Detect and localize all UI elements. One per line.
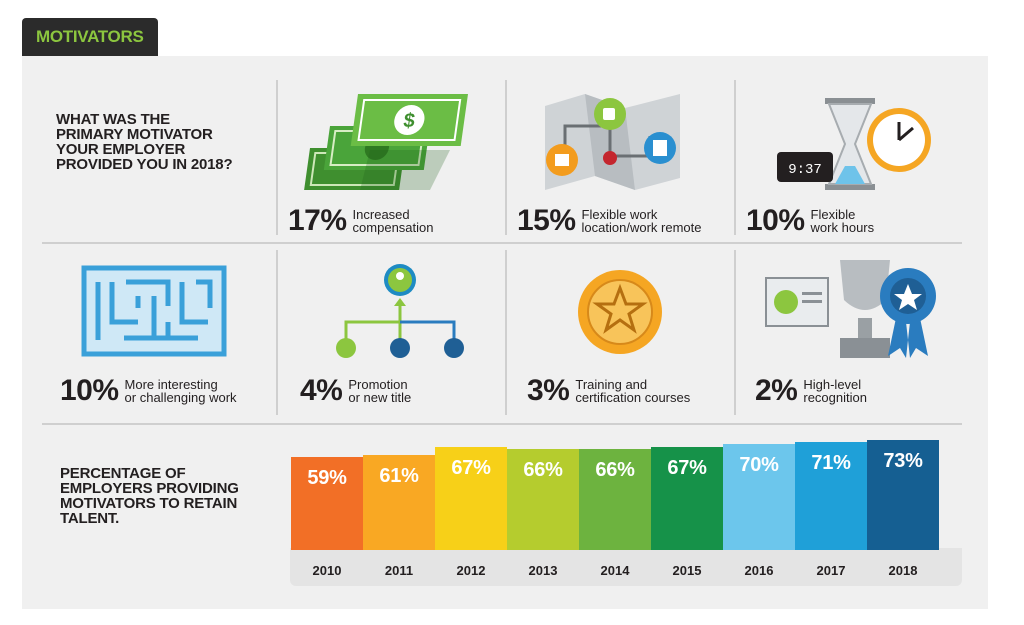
bar-2011: 61% (363, 454, 435, 550)
clock-hourglass-icon: 9:37 (777, 98, 931, 190)
year-tick-label: 2010 (312, 563, 342, 578)
stat-item: 3% Training and certification courses (527, 376, 690, 406)
chart-baseline-strip (290, 548, 962, 586)
stat-item: 17% Increased compensation (288, 206, 434, 236)
section-tag-label: MOTIVATORS (36, 27, 144, 46)
stat-item: 2% High-level recognition (755, 376, 867, 406)
stat-percent: 3% (527, 374, 570, 407)
section-tag: MOTIVATORS (22, 18, 158, 56)
column-divider (734, 80, 736, 235)
bar-value-label: 66% (523, 458, 563, 481)
svg-text:9:37: 9:37 (788, 162, 822, 178)
year-tick-label: 2016 (744, 563, 774, 578)
money-icon: $ (304, 94, 468, 190)
year-tick-label: 2014 (600, 563, 630, 578)
bar-2013: 66% (507, 448, 579, 550)
stat-label: Training and certification courses (575, 377, 691, 405)
year-tick-label: 2015 (672, 563, 702, 578)
stat-label: More interesting or challenging work (124, 377, 237, 405)
stat-percent: 4% (300, 374, 343, 407)
column-divider (734, 250, 736, 415)
stat-item: 4% Promotion or new title (300, 376, 411, 406)
stat-percent: 10% (746, 204, 805, 237)
year-tick-label: 2017 (816, 563, 846, 578)
stat-percent: 10% (60, 374, 119, 407)
maze-icon (81, 265, 227, 357)
bar-value-label: 67% (451, 457, 491, 480)
year-tick-label: 2011 (384, 563, 414, 578)
year-tick-label: 2012 (456, 563, 486, 578)
column-divider (505, 250, 507, 415)
stat-item: 10% Flexible work hours (746, 206, 874, 236)
row-divider (42, 423, 962, 425)
bar-2017: 71% (795, 442, 867, 550)
year-tick-label: 2013 (528, 563, 558, 578)
bar-value-label: 61% (379, 464, 419, 487)
medal-icon (578, 270, 662, 354)
map-icon (545, 94, 680, 190)
bar-2015: 67% (651, 447, 723, 550)
stat-percent: 2% (755, 374, 798, 407)
stat-label: Promotion or new title (348, 377, 412, 405)
bar-value-label: 71% (811, 452, 851, 475)
stat-percent: 17% (288, 204, 347, 237)
stat-label: Flexible work hours (810, 207, 875, 235)
bar-value-label: 67% (667, 457, 707, 480)
bar-value-label: 66% (595, 458, 635, 481)
column-divider (505, 80, 507, 235)
svg-text:$: $ (402, 110, 416, 132)
stat-label: Increased compensation (352, 207, 434, 235)
stat-label: High-level recognition (803, 377, 867, 405)
promotion-tree-icon (336, 264, 464, 358)
column-divider (276, 80, 278, 235)
bar-2016: 70% (723, 443, 795, 550)
bar-value-label: 73% (883, 450, 923, 472)
bar-2010: 59% (291, 457, 363, 550)
bar-value-label: 59% (307, 467, 347, 490)
stat-item: 15% Flexible work location/work remote (517, 206, 702, 236)
chart-title: PERCENTAGE OF EMPLOYERS PROVIDING MOTIVA… (60, 465, 239, 527)
bar-2012: 67% (435, 447, 507, 550)
bar-2018: 73% (867, 440, 939, 550)
stat-item: 10% More interesting or challenging work (60, 376, 237, 406)
year-tick-label: 2018 (888, 563, 918, 578)
trophy-icon (765, 260, 936, 358)
survey-question: WHAT WAS THE PRIMARY MOTIVATOR YOUR EMPL… (56, 111, 233, 173)
stat-percent: 15% (517, 204, 576, 237)
row-divider (42, 242, 962, 244)
stat-label: Flexible work location/work remote (581, 207, 702, 235)
column-divider (276, 250, 278, 415)
bar-value-label: 70% (739, 453, 779, 476)
bar-2014: 66% (579, 448, 651, 550)
